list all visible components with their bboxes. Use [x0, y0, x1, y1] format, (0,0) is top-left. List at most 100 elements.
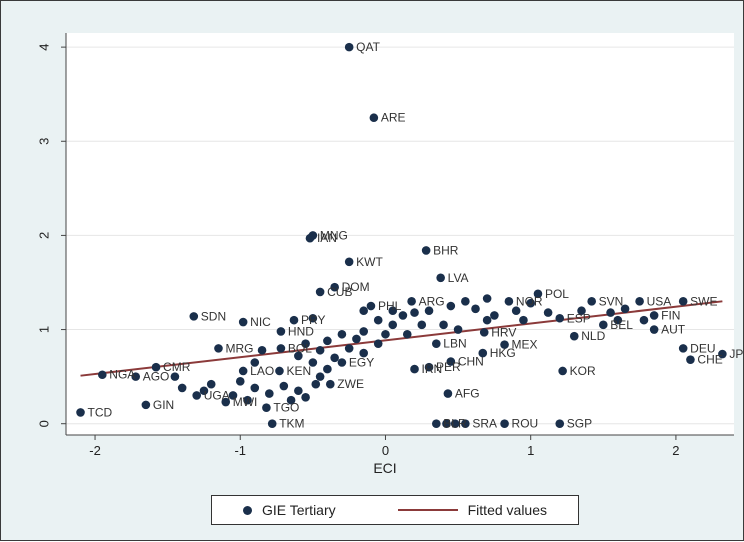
data-point — [558, 366, 567, 376]
data-point — [407, 297, 416, 306]
data-point — [301, 393, 310, 402]
data-point — [238, 366, 248, 376]
point-label: TCD — [88, 405, 113, 419]
data-point — [686, 355, 695, 364]
data-point — [410, 308, 419, 317]
point-label: EGY — [349, 356, 374, 370]
data-point — [76, 408, 85, 417]
legend: GIE Tertiary Fitted values — [211, 495, 579, 525]
legend-dot-icon — [242, 505, 252, 515]
axes: 0 1 2 3 4 -2 -1 0 1 2 — [37, 33, 734, 458]
point-label: DOM — [342, 280, 370, 294]
data-point — [443, 389, 453, 398]
point-label: SDN — [201, 309, 226, 323]
data-point — [421, 246, 431, 255]
data-point — [635, 297, 644, 306]
data-point — [369, 113, 379, 123]
data-point — [432, 419, 441, 429]
data-point — [606, 308, 615, 317]
data-point — [613, 315, 623, 325]
point-label: ESP — [567, 311, 591, 325]
data-point — [267, 419, 277, 429]
data-point — [543, 308, 553, 317]
x-tick-label: 1 — [527, 443, 534, 458]
data-point — [417, 320, 427, 330]
data-point — [170, 372, 180, 381]
data-point — [262, 403, 271, 412]
data-point — [402, 329, 412, 339]
point-label: PER — [436, 360, 461, 374]
data-point — [432, 339, 441, 348]
data-point — [315, 345, 325, 355]
y-tick-label: 0 — [37, 420, 52, 427]
data-point — [315, 287, 325, 297]
data-point — [555, 419, 565, 429]
data-point — [315, 372, 325, 381]
point-label: SWE — [690, 294, 717, 308]
point-label: CHE — [697, 353, 722, 367]
point-label: TKM — [279, 417, 304, 431]
data-point — [275, 366, 284, 376]
data-point — [442, 419, 451, 429]
legend-label-fit: Fitted values — [467, 502, 547, 518]
data-point — [639, 315, 649, 325]
plot-area — [66, 33, 734, 435]
data-point — [359, 327, 368, 336]
data-point — [533, 289, 543, 299]
data-point — [141, 400, 151, 410]
data-point — [381, 329, 390, 339]
point-label: AUT — [661, 323, 686, 337]
legend-label-scatter: GIE Tertiary — [261, 502, 336, 518]
x-tick-label: 2 — [672, 443, 679, 458]
data-point — [131, 372, 141, 381]
data-point — [504, 297, 514, 306]
data-point — [478, 348, 488, 358]
point-label: AFG — [455, 387, 480, 401]
data-point — [471, 304, 480, 314]
fitted-values-line — [80, 300, 723, 377]
data-point — [206, 379, 216, 389]
data-point — [482, 294, 492, 303]
point-label: BEL — [610, 318, 633, 332]
point-label: MWI — [233, 395, 258, 409]
data-point — [352, 334, 361, 344]
point-label: AGO — [143, 370, 170, 384]
data-point — [286, 395, 296, 405]
y-tick-label: 1 — [37, 326, 52, 333]
point-label: GIN — [153, 398, 174, 412]
data-point — [388, 306, 398, 316]
data-point — [214, 344, 223, 353]
data-point — [289, 315, 299, 325]
data-point — [359, 306, 368, 316]
data-point — [678, 344, 688, 353]
data-point — [276, 327, 286, 336]
data-point — [305, 233, 315, 243]
data-point — [337, 329, 347, 339]
data-point — [294, 351, 303, 361]
data-points — [76, 42, 727, 429]
data-point — [294, 386, 303, 396]
point-label: DEU — [690, 341, 715, 355]
point-label: BHR — [433, 243, 459, 257]
point-label: CMR — [163, 360, 191, 374]
data-point — [678, 297, 688, 306]
data-point — [577, 306, 586, 316]
data-point — [500, 340, 509, 349]
point-label: HKG — [490, 346, 516, 360]
point-label: BLR — [443, 417, 467, 431]
point-label: BOL — [288, 341, 312, 355]
point-label: ARG — [419, 294, 445, 308]
point-label: KEN — [286, 364, 311, 378]
point-label: IAN — [317, 231, 337, 245]
data-point — [649, 311, 659, 320]
data-point — [311, 379, 321, 389]
data-point — [199, 386, 209, 396]
legend-item-fit: Fitted values — [397, 502, 547, 518]
data-point — [446, 357, 456, 366]
data-point — [325, 379, 335, 389]
data-point — [424, 306, 434, 316]
data-point — [308, 358, 318, 367]
data-point — [450, 419, 460, 429]
point-label: SVN — [599, 294, 624, 308]
